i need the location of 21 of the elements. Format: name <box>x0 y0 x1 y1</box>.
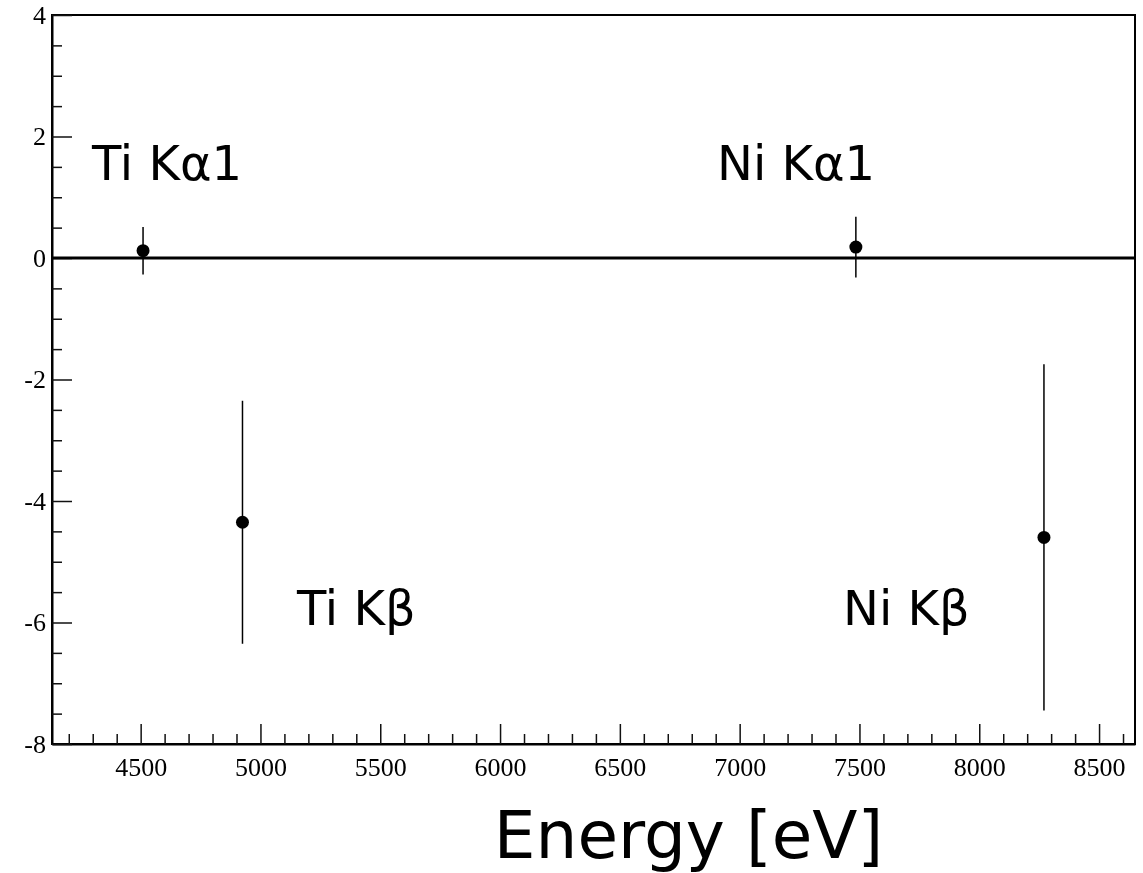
x-tick-label: 8500 <box>1073 753 1126 783</box>
y-tick-label: -6 <box>24 608 46 638</box>
y-tick-label: 0 <box>33 243 46 273</box>
x-tick-label: 8000 <box>953 753 1006 783</box>
x-tick-label: 6500 <box>594 753 647 783</box>
x-axis-title: Energy [eV] <box>493 797 884 873</box>
y-tick-label: -2 <box>24 365 46 395</box>
y-tick-label: 2 <box>33 122 46 152</box>
x-tick-label: 7500 <box>833 753 886 783</box>
x-tick-label: 6000 <box>474 753 527 783</box>
y-tick-label: 4 <box>33 0 46 30</box>
x-tick-label: 7000 <box>714 753 767 783</box>
x-tick-label: 4500 <box>115 753 168 783</box>
y-tick-label: -8 <box>24 729 46 759</box>
annotation: Ti Kβ <box>296 580 416 636</box>
y-tick-label: -4 <box>24 486 46 516</box>
x-tick-label: 5500 <box>354 753 407 783</box>
annotation: Ni Kβ <box>843 580 970 636</box>
annotation: Ni Kα1 <box>717 135 876 191</box>
annotation: Ti Kα1 <box>91 135 243 191</box>
x-tick-label: 5000 <box>234 753 287 783</box>
